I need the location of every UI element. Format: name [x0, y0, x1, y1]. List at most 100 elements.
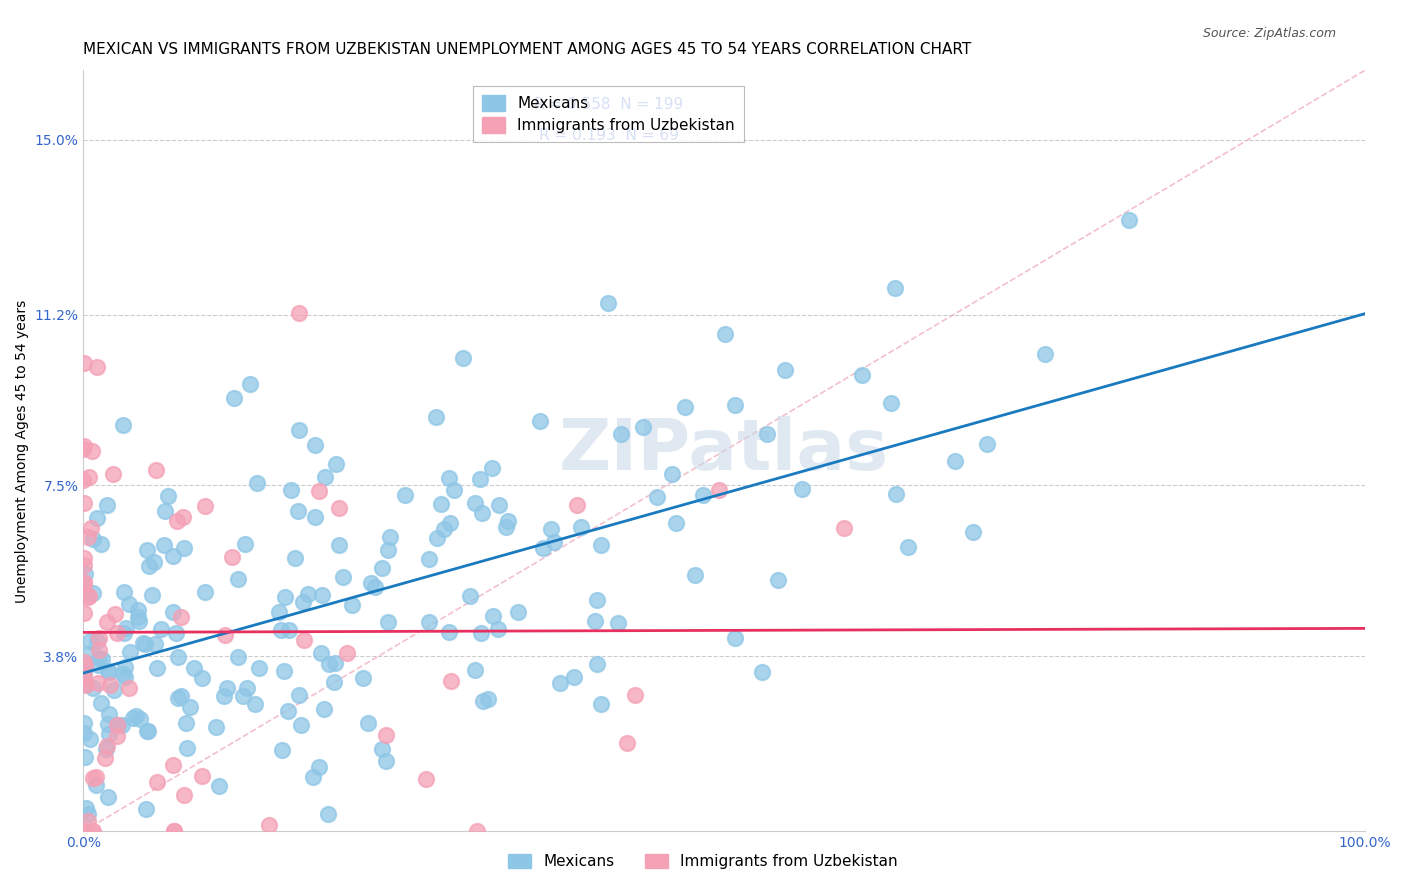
Point	[146, 661, 169, 675]
Point	[529, 414, 551, 428]
Point	[226, 649, 249, 664]
Point	[598, 296, 620, 310]
Point	[73, 575, 96, 590]
Point	[270, 742, 292, 756]
Y-axis label: Unemployment Among Ages 45 to 54 years: Unemployment Among Ages 45 to 54 years	[15, 300, 30, 602]
Point	[163, 824, 186, 838]
Point	[94, 751, 117, 765]
Point	[375, 728, 398, 742]
Point	[325, 457, 347, 471]
Point	[77, 530, 100, 544]
Point	[98, 678, 121, 692]
Point	[162, 605, 184, 619]
Point	[714, 327, 737, 342]
Point	[82, 824, 104, 838]
Point	[665, 516, 688, 530]
Point	[118, 597, 141, 611]
Point	[80, 443, 103, 458]
Point	[84, 778, 107, 792]
Point	[194, 585, 217, 599]
Point	[77, 589, 100, 603]
Point	[548, 676, 571, 690]
Point	[73, 439, 96, 453]
Point	[883, 281, 905, 295]
Point	[166, 691, 188, 706]
Point	[153, 503, 176, 517]
Point	[583, 615, 606, 629]
Point	[104, 607, 127, 621]
Point	[280, 483, 302, 497]
Point	[288, 688, 311, 702]
Point	[191, 671, 214, 685]
Point	[135, 802, 157, 816]
Point	[470, 472, 492, 486]
Point	[176, 741, 198, 756]
Point	[589, 538, 612, 552]
Point	[360, 575, 382, 590]
Point	[328, 537, 350, 551]
Point	[183, 661, 205, 675]
Point	[76, 801, 98, 815]
Point	[270, 624, 292, 638]
Point	[90, 696, 112, 710]
Point	[495, 520, 517, 534]
Point	[214, 628, 236, 642]
Point	[304, 438, 326, 452]
Point	[115, 621, 138, 635]
Point	[179, 700, 201, 714]
Point	[465, 824, 488, 838]
Point	[311, 588, 333, 602]
Point	[75, 678, 97, 692]
Point	[138, 559, 160, 574]
Point	[352, 671, 374, 685]
Point	[128, 614, 150, 628]
Point	[87, 658, 110, 673]
Point	[91, 652, 114, 666]
Point	[1118, 212, 1140, 227]
Point	[308, 760, 330, 774]
Point	[204, 720, 226, 734]
Text: R = 0.558  N = 199: R = 0.558 N = 199	[534, 97, 683, 112]
Point	[380, 530, 402, 544]
Point	[176, 715, 198, 730]
Point	[82, 533, 104, 547]
Point	[162, 824, 184, 838]
Text: Source: ZipAtlas.com: Source: ZipAtlas.com	[1202, 27, 1336, 40]
Point	[76, 807, 98, 822]
Point	[170, 609, 193, 624]
Point	[114, 660, 136, 674]
Point	[111, 718, 134, 732]
Point	[673, 401, 696, 415]
Point	[661, 467, 683, 481]
Point	[610, 426, 633, 441]
Point	[143, 555, 166, 569]
Point	[896, 541, 918, 555]
Point	[287, 504, 309, 518]
Point	[370, 741, 392, 756]
Point	[571, 519, 593, 533]
Point	[114, 670, 136, 684]
Point	[323, 675, 346, 690]
Point	[508, 605, 530, 619]
Point	[304, 510, 326, 524]
Point	[371, 560, 394, 574]
Point	[111, 418, 134, 433]
Point	[87, 675, 110, 690]
Point	[73, 655, 96, 669]
Point	[683, 568, 706, 582]
Text: MEXICAN VS IMMIGRANTS FROM UZBEKISTAN UNEMPLOYMENT AMONG AGES 45 TO 54 YEARS COR: MEXICAN VS IMMIGRANTS FROM UZBEKISTAN UN…	[83, 42, 972, 57]
Point	[418, 615, 440, 629]
Point	[194, 500, 217, 514]
Point	[75, 567, 97, 582]
Point	[87, 642, 110, 657]
Point	[357, 716, 380, 731]
Point	[470, 625, 492, 640]
Point	[232, 689, 254, 703]
Legend: Mexicans, Immigrants from Uzbekistan: Mexicans, Immigrants from Uzbekistan	[502, 848, 904, 875]
Point	[82, 824, 104, 838]
Point	[86, 634, 108, 648]
Point	[82, 586, 104, 600]
Point	[224, 391, 246, 405]
Point	[269, 605, 291, 619]
Point	[111, 667, 134, 681]
